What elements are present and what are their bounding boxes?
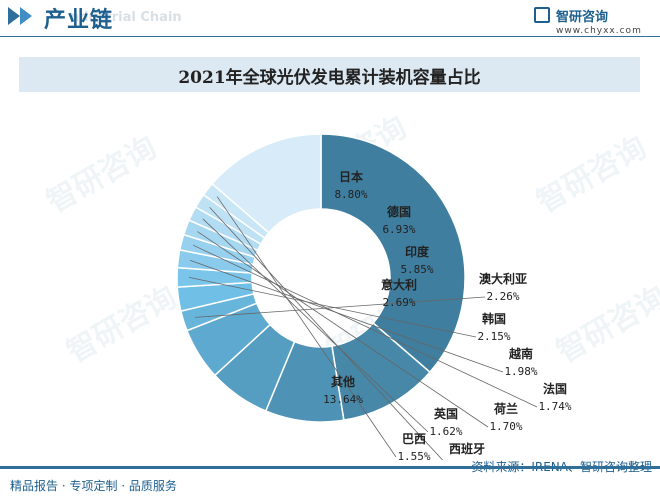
leader-line-5 (194, 296, 486, 318)
section-header: ndustrial Chain 产业链 智研咨询 www.chyxx.com (0, 0, 660, 44)
slice-label-5: 澳大利亚 (479, 271, 527, 286)
brand-logo: 智研咨询 www.chyxx.com (534, 6, 644, 38)
slice-label-14: 其他 (331, 374, 355, 389)
slice-label-2: 日本 (339, 169, 363, 184)
slice-label-7: 韩国 (482, 311, 506, 326)
leader-line-7 (188, 277, 477, 338)
slice-value-7: 2.15% (477, 330, 510, 343)
header-divider (0, 36, 660, 37)
donut-chart: 中国36.34%美国11.12%日本8.80%德国6.93%印度5.85%澳大利… (176, 133, 572, 460)
slice-value-6: 2.69% (382, 296, 415, 309)
leader-line-13 (216, 196, 397, 458)
slice-value-2: 8.80% (334, 188, 367, 201)
slice-value-10: 1.70% (489, 420, 522, 433)
slice-14 (211, 133, 322, 234)
slice-label-13: 巴西 (402, 432, 426, 446)
chart-title-band: 2021年全球光伏发电累计装机容量占比 (19, 57, 640, 92)
slice-value-13: 1.55% (397, 450, 430, 460)
chevron-icon (8, 7, 20, 25)
brand-name: 智研咨询 (556, 10, 609, 25)
slice-label-12: 西班牙 (449, 441, 485, 456)
leader-line-10 (197, 231, 489, 428)
footer-divider (0, 466, 660, 469)
slice-value-14: 13.64% (323, 393, 363, 406)
leader-line-9 (192, 244, 538, 408)
section-title: 产业链 (44, 8, 114, 33)
chevron-icon (20, 7, 32, 25)
slice-value-5: 2.26% (486, 290, 519, 303)
slice-label-9: 法国 (543, 381, 567, 396)
slice-label-10: 荷兰 (493, 401, 518, 416)
slice-label-3: 德国 (387, 204, 411, 219)
brand-url: www.chyxx.com (556, 26, 642, 36)
section-subtitle: ndustrial Chain (70, 10, 182, 25)
slice-label-6: 意大利 (381, 277, 417, 292)
footer-slogan: 精品报告 · 专项定制 · 品质服务 (10, 479, 177, 493)
chart-title: 2021年全球光伏发电累计装机容量占比 (178, 68, 481, 88)
leader-line-11 (202, 218, 429, 433)
slice-label-8: 越南 (508, 346, 533, 361)
slice-value-8: 1.98% (504, 365, 537, 378)
leader-line-8 (190, 259, 504, 373)
slice-0 (320, 133, 466, 374)
slice-label-11: 英国 (434, 406, 458, 421)
leader-line-12 (209, 207, 444, 460)
slice-label-4: 印度 (405, 244, 430, 259)
slice-value-9: 1.74% (538, 400, 571, 413)
slice-value-11: 1.62% (429, 425, 462, 438)
brand-logo-icon (534, 7, 550, 23)
slice-value-4: 5.85% (400, 263, 433, 276)
slice-value-3: 6.93% (382, 223, 415, 236)
